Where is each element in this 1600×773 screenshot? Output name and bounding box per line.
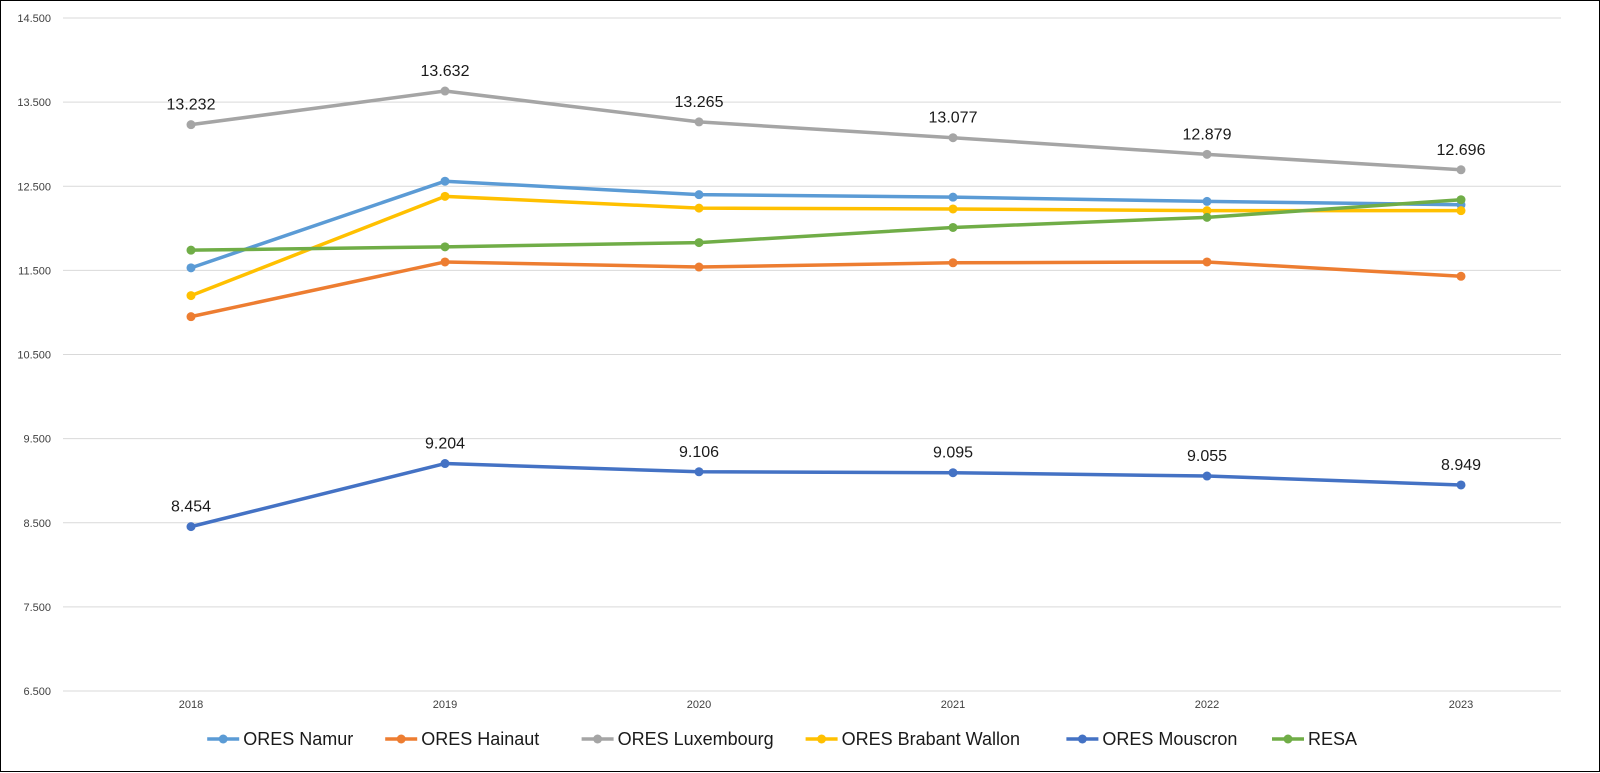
y-tick-label: 7.500: [23, 602, 51, 614]
data-point-ores-brabant-wallon: [694, 203, 704, 213]
data-label-ores-mouscron: 9.055: [1187, 448, 1227, 465]
data-point-resa: [694, 238, 704, 248]
data-point-ores-luxembourg: [1456, 165, 1466, 175]
data-label-ores-mouscron: 9.204: [425, 436, 465, 453]
legend-swatch-marker: [817, 734, 827, 744]
data-point-ores-namur: [440, 176, 450, 186]
data-point-ores-hainaut: [948, 258, 958, 268]
data-point-ores-brabant-wallon: [948, 204, 958, 214]
data-label-ores-mouscron: 8.454: [171, 499, 211, 516]
series-line-resa: [189, 197, 1463, 252]
data-label-ores-luxembourg: 13.077: [929, 110, 978, 127]
series-line-ores-brabant-wallon: [189, 194, 1463, 298]
data-point-resa: [948, 222, 958, 232]
data-label-ores-luxembourg: 13.632: [421, 63, 470, 80]
x-tick-label: 2023: [1449, 699, 1473, 711]
legend-item-ores-luxembourg: ORES Luxembourg: [581, 729, 774, 749]
y-tick-label: 8.500: [23, 518, 51, 530]
legend-label: RESA: [1308, 729, 1357, 749]
data-point-ores-mouscron: [948, 468, 958, 478]
data-point-ores-namur: [1202, 196, 1212, 206]
data-point-ores-hainaut: [1202, 257, 1212, 267]
data-point-ores-mouscron: [1456, 480, 1466, 490]
data-point-ores-luxembourg: [948, 133, 958, 143]
data-point-ores-namur: [186, 263, 196, 273]
legend-label: ORES Hainaut: [421, 729, 539, 749]
legend-swatch-marker: [396, 734, 406, 744]
series-line-ores-mouscron: [189, 461, 1463, 529]
data-point-resa: [1202, 212, 1212, 222]
legend-swatch-marker: [1283, 734, 1293, 744]
data-point-resa: [440, 242, 450, 252]
data-label-ores-mouscron: 9.095: [933, 445, 973, 462]
data-label-ores-mouscron: 9.106: [679, 444, 719, 461]
data-point-resa: [1456, 195, 1466, 205]
data-point-ores-mouscron: [1202, 471, 1212, 481]
legend-label: ORES Mouscron: [1102, 729, 1237, 749]
data-point-ores-brabant-wallon: [440, 191, 450, 201]
legend-item-ores-mouscron: ORES Mouscron: [1066, 729, 1237, 749]
legend-label: ORES Brabant Wallon: [842, 729, 1020, 749]
data-point-ores-namur: [948, 192, 958, 202]
legend-swatch-marker: [593, 734, 603, 744]
data-point-ores-luxembourg: [694, 117, 704, 127]
data-point-ores-namur: [694, 190, 704, 200]
y-tick-label: 14.500: [17, 13, 51, 25]
y-tick-label: 12.500: [17, 181, 51, 193]
x-tick-label: 2022: [1195, 699, 1219, 711]
data-point-ores-hainaut: [186, 312, 196, 322]
series-line-ores-namur: [189, 179, 1463, 270]
y-tick-label: 10.500: [17, 350, 51, 362]
y-tick-label: 6.500: [23, 686, 51, 698]
x-tick-label: 2021: [941, 699, 965, 711]
legend-item-ores-hainaut: ORES Hainaut: [385, 729, 539, 749]
data-point-ores-luxembourg: [1202, 149, 1212, 159]
y-tick-label: 13.500: [17, 97, 51, 109]
y-tick-label: 9.500: [23, 434, 51, 446]
series-line-ores-luxembourg: [189, 89, 1463, 172]
data-point-ores-mouscron: [440, 459, 450, 469]
data-point-ores-mouscron: [694, 467, 704, 477]
x-tick-label: 2020: [687, 699, 711, 711]
legend-label: ORES Namur: [243, 729, 353, 749]
data-point-ores-mouscron: [186, 522, 196, 532]
data-label-ores-luxembourg: 13.265: [675, 94, 724, 111]
legend-swatch-marker: [218, 734, 228, 744]
legend-item-resa: RESA: [1272, 729, 1357, 749]
legend-item-ores-brabant-wallon: ORES Brabant Wallon: [805, 729, 1020, 749]
data-label-ores-mouscron: 8.949: [1441, 457, 1481, 474]
x-tick-label: 2018: [179, 699, 203, 711]
data-point-ores-brabant-wallon: [1456, 206, 1466, 216]
data-point-ores-brabant-wallon: [186, 291, 196, 301]
data-point-ores-hainaut: [440, 257, 450, 267]
y-tick-label: 11.500: [18, 265, 51, 277]
data-label-ores-luxembourg: 12.879: [1183, 126, 1232, 143]
legend-swatch-marker: [1077, 734, 1087, 744]
data-point-ores-luxembourg: [186, 120, 196, 130]
data-point-ores-luxembourg: [440, 86, 450, 96]
legend-label: ORES Luxembourg: [618, 729, 774, 749]
data-point-resa: [186, 245, 196, 255]
data-label-ores-luxembourg: 12.696: [1437, 142, 1486, 159]
data-point-ores-hainaut: [694, 262, 704, 272]
data-label-ores-luxembourg: 13.232: [167, 97, 216, 114]
data-point-ores-brabant-wallon: [1202, 206, 1212, 216]
data-point-ores-hainaut: [1456, 271, 1466, 281]
legend-item-ores-namur: ORES Namur: [207, 729, 353, 749]
x-tick-label: 2019: [433, 699, 457, 711]
series-line-ores-hainaut: [189, 260, 1463, 319]
